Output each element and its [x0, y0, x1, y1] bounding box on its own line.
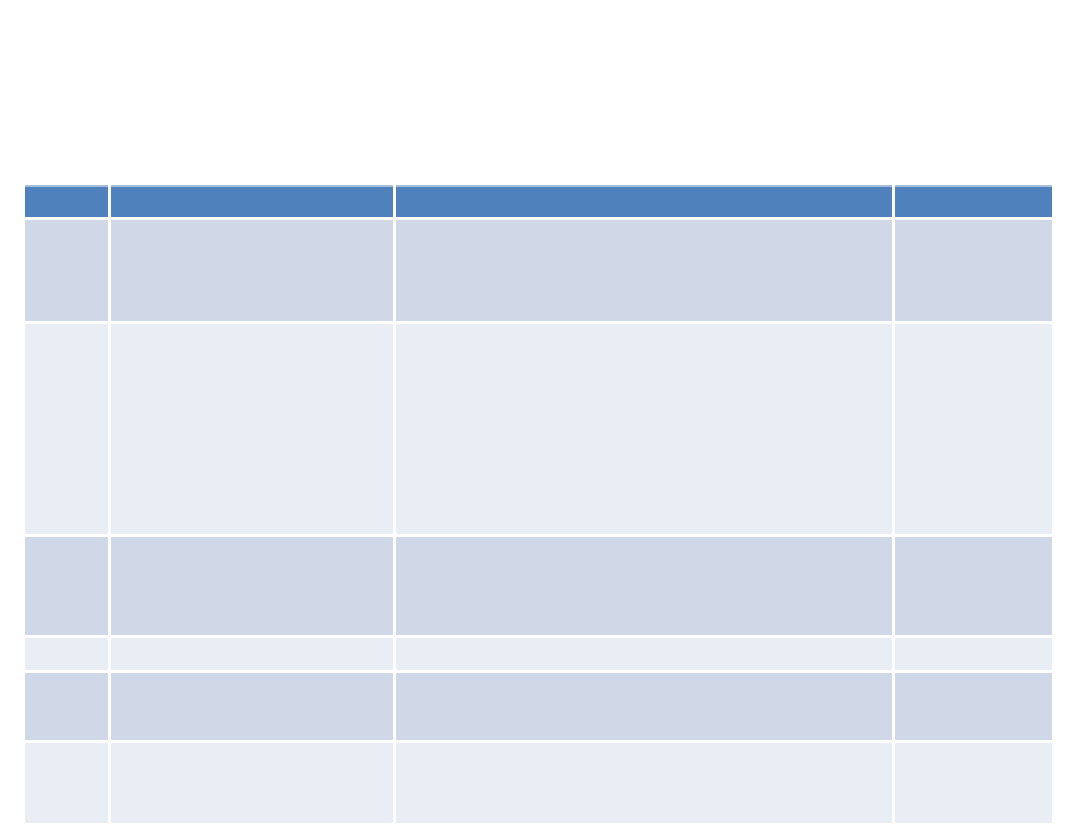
table-row — [25, 743, 1052, 823]
header-cell[interactable] — [895, 185, 1052, 217]
table-row — [25, 220, 1052, 321]
table-cell[interactable] — [111, 324, 393, 534]
table-cell[interactable] — [111, 743, 393, 823]
table-cell[interactable] — [111, 220, 393, 321]
table-cell[interactable] — [396, 324, 892, 534]
table-cell[interactable] — [25, 638, 108, 670]
table-row — [25, 638, 1052, 670]
content-table — [22, 182, 1055, 826]
table-cell[interactable] — [895, 743, 1052, 823]
table-cell[interactable] — [25, 324, 108, 534]
table-cell[interactable] — [25, 673, 108, 740]
table-cell[interactable] — [111, 638, 393, 670]
table-row — [25, 673, 1052, 740]
table-cell[interactable] — [396, 220, 892, 321]
table-cell[interactable] — [895, 220, 1052, 321]
table-header-row — [25, 185, 1052, 217]
table-cell[interactable] — [111, 537, 393, 635]
header-cell[interactable] — [396, 185, 892, 217]
header-cell[interactable] — [111, 185, 393, 217]
table-cell[interactable] — [895, 673, 1052, 740]
table-row — [25, 537, 1052, 635]
table-cell[interactable] — [895, 537, 1052, 635]
table-row — [25, 324, 1052, 534]
table-cell[interactable] — [25, 220, 108, 321]
table-cell[interactable] — [895, 638, 1052, 670]
table-cell[interactable] — [396, 537, 892, 635]
table-cell[interactable] — [25, 537, 108, 635]
table-cell[interactable] — [396, 638, 892, 670]
table-cell[interactable] — [895, 324, 1052, 534]
table-cell[interactable] — [396, 673, 892, 740]
header-cell[interactable] — [25, 185, 108, 217]
table-cell[interactable] — [25, 743, 108, 823]
table-cell[interactable] — [396, 743, 892, 823]
table-cell[interactable] — [111, 673, 393, 740]
